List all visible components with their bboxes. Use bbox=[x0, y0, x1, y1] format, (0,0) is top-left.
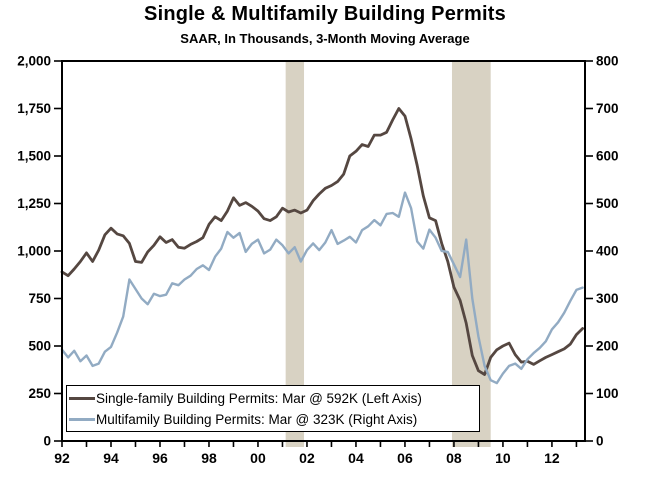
svg-text:200: 200 bbox=[596, 339, 619, 354]
axis-ticks bbox=[54, 60, 593, 447]
single-family-line-swatch bbox=[69, 396, 95, 400]
legend-item-single-family: Single-family Building Permits: Mar @ 59… bbox=[69, 388, 477, 408]
legend-box: Single-family Building Permits: Mar @ 59… bbox=[66, 385, 480, 432]
svg-text:1,750: 1,750 bbox=[17, 101, 51, 116]
multifamily-line-swatch bbox=[69, 417, 95, 421]
legend-item-multifamily: Multifamily Building Permits: Mar @ 323K… bbox=[69, 409, 477, 429]
chart-title: Single & Multifamily Building Permits bbox=[144, 3, 506, 25]
axes-frame bbox=[61, 60, 586, 442]
data-series-lines bbox=[60, 107, 584, 385]
left-axis-tick-labels: 0 250 500 750 1,000 1,250 1,500 1,750 2,000 bbox=[17, 54, 51, 449]
right-axis-tick-labels: 0 100 200 300 400 500 600 700 800 bbox=[596, 54, 619, 449]
svg-text:400: 400 bbox=[596, 244, 619, 259]
svg-text:2,000: 2,000 bbox=[17, 54, 51, 69]
svg-text:1,500: 1,500 bbox=[17, 149, 51, 164]
svg-text:0: 0 bbox=[43, 434, 51, 449]
x-axis-tick-labels: 92 94 96 98 00 02 04 06 08 10 12 bbox=[54, 450, 560, 466]
multifamily-line bbox=[60, 191, 584, 385]
svg-text:250: 250 bbox=[28, 386, 51, 401]
svg-text:92: 92 bbox=[54, 450, 70, 466]
svg-text:08: 08 bbox=[446, 450, 462, 466]
multifamily-legend-label: Multifamily Building Permits: Mar @ 323K… bbox=[96, 411, 418, 427]
svg-text:12: 12 bbox=[544, 450, 560, 466]
svg-text:800: 800 bbox=[596, 54, 619, 69]
svg-text:750: 750 bbox=[28, 291, 51, 306]
svg-text:500: 500 bbox=[596, 196, 619, 211]
svg-text:700: 700 bbox=[596, 101, 619, 116]
svg-text:94: 94 bbox=[103, 450, 119, 466]
svg-text:06: 06 bbox=[397, 450, 413, 466]
svg-text:02: 02 bbox=[299, 450, 315, 466]
svg-text:1,250: 1,250 bbox=[17, 196, 51, 211]
svg-text:0: 0 bbox=[596, 434, 604, 449]
svg-text:500: 500 bbox=[28, 339, 51, 354]
svg-text:1,000: 1,000 bbox=[17, 244, 51, 259]
svg-text:04: 04 bbox=[348, 450, 364, 466]
single-family-line bbox=[60, 107, 584, 376]
svg-text:96: 96 bbox=[152, 450, 168, 466]
svg-text:98: 98 bbox=[201, 450, 217, 466]
recession-bands bbox=[285, 61, 491, 447]
single-family-legend-label: Single-family Building Permits: Mar @ 59… bbox=[96, 390, 422, 406]
svg-text:10: 10 bbox=[495, 450, 511, 466]
chart-subtitle: SAAR, In Thousands, 3-Month Moving Avera… bbox=[180, 31, 470, 46]
svg-text:00: 00 bbox=[250, 450, 266, 466]
svg-text:100: 100 bbox=[596, 386, 619, 401]
svg-text:600: 600 bbox=[596, 149, 619, 164]
svg-text:300: 300 bbox=[596, 291, 619, 306]
